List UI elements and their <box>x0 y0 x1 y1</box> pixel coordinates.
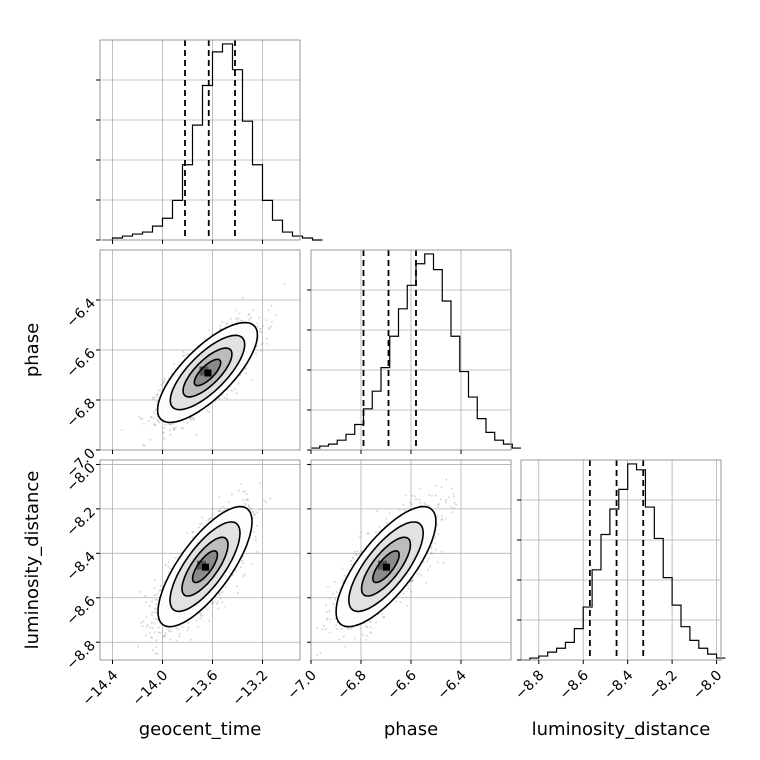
hist-panel-phase <box>307 249 521 451</box>
xtick-label-luminosity_distance-1: −8.6 <box>557 667 592 702</box>
ylabel-luminosity_distance: luminosity_distance <box>22 471 43 650</box>
contour-line-12-0 <box>335 505 437 628</box>
density-core-01-b <box>204 369 212 377</box>
ytick-label-luminosity_distance-3: −8.2 <box>63 504 98 539</box>
xtick-label-phase-3: −6.4 <box>434 667 469 702</box>
ytick-label-luminosity_distance-1: −8.6 <box>63 593 98 628</box>
hist-geocent_time-frame <box>99 39 301 241</box>
contour-line-12-2 <box>360 536 412 597</box>
xtick-label-geocent_time-0: −14.4 <box>80 667 122 709</box>
ytick-label-phase-1: −6.8 <box>63 396 98 431</box>
hist-step-luminosity_distance <box>521 463 726 661</box>
xtick-label-luminosity_distance-3: −8.2 <box>646 668 681 703</box>
contour-line-12-1 <box>347 521 425 613</box>
xtick-label-phase-0: −7.0 <box>284 668 319 703</box>
contour-line-01-0 <box>156 321 259 424</box>
density-core-02-b <box>202 563 209 571</box>
xtick-label-geocent_time-2: −13.6 <box>180 667 222 709</box>
pair-02-frame <box>99 459 301 661</box>
contour-line-12-3 <box>371 549 401 584</box>
axis-label-phase: phase <box>384 719 438 740</box>
ytick-label-luminosity_distance-2: −8.4 <box>63 549 98 584</box>
pair-panel-geocent_time-phase <box>99 249 301 451</box>
axis-label-luminosity_distance: luminosity_distance <box>532 719 711 740</box>
contour-line-01-2 <box>182 347 233 398</box>
ytick-label-phase-3: −6.4 <box>63 295 98 330</box>
contour-line-01-1 <box>169 334 246 411</box>
ytick-label-luminosity_distance-0: −8.8 <box>63 638 98 673</box>
xtick-label-phase-2: −6.6 <box>384 667 419 702</box>
hist-panel-geocent_time <box>96 39 323 241</box>
density-core-12-a <box>378 560 387 570</box>
density-core-12-b <box>383 563 390 571</box>
xtick-label-phase-1: −6.8 <box>334 668 369 703</box>
xtick-label-geocent_time-3: −13.2 <box>230 668 272 710</box>
ylabel-phase: phase <box>22 323 43 377</box>
ytick-label-phase-2: −6.6 <box>63 345 98 380</box>
xtick-label-luminosity_distance-2: −8.4 <box>601 667 636 702</box>
hist-panel-luminosity_distance <box>517 459 726 661</box>
xtick-label-luminosity_distance-0: −8.8 <box>512 668 547 703</box>
density-core-02-a <box>197 560 206 570</box>
axis-label-geocent_time: geocent_time <box>139 719 262 740</box>
contour-line-01-3 <box>193 358 222 387</box>
contour-line-02-2 <box>181 536 229 597</box>
hist-luminosity_distance-frame <box>520 459 722 661</box>
pair-panel-phase-luminosity_distance <box>310 459 512 661</box>
contour-line-02-3 <box>191 549 219 584</box>
contour-line-02-0 <box>157 505 253 628</box>
contour-line-02-1 <box>169 521 241 613</box>
hist-step-geocent_time <box>102 43 323 241</box>
density-core-01-a <box>199 366 209 376</box>
pair-panel-geocent_time-luminosity_distance <box>99 459 301 661</box>
xtick-label-geocent_time-1: −14.0 <box>130 668 172 710</box>
xtick-label-luminosity_distance-4: −8.0 <box>690 668 725 703</box>
